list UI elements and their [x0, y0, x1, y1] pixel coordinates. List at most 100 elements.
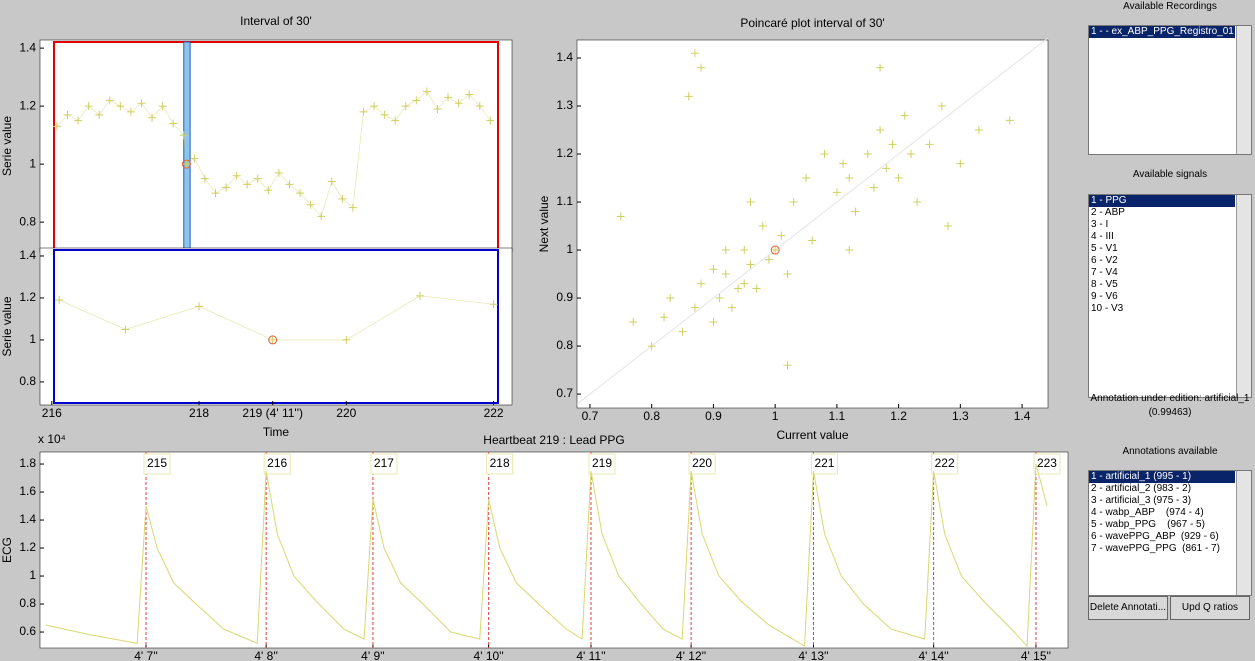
list-item[interactable]: 4 - wabp_ABP (974 - 4) — [1091, 507, 1204, 518]
beat-label-box — [143, 453, 171, 475]
plus-marker — [764, 255, 773, 264]
plus-marker — [148, 113, 157, 122]
plus-marker — [359, 107, 368, 116]
beat-label-box — [370, 453, 398, 475]
list-item[interactable]: 3 - I — [1091, 219, 1109, 230]
scrollbar[interactable] — [1236, 195, 1251, 397]
list-item[interactable]: 7 - V4 — [1091, 267, 1118, 278]
list-item[interactable]: 2 - ABP — [1091, 207, 1125, 218]
current-point — [770, 245, 780, 255]
button[interactable]: Upd Q ratios — [1170, 596, 1250, 620]
beat-label-box — [263, 453, 291, 475]
plus-marker — [338, 194, 347, 203]
series-line — [45, 463, 1048, 648]
x-tick-label: 4' 14'' — [919, 649, 949, 661]
plus-marker — [721, 246, 730, 255]
list-item[interactable]: 4 - III — [1091, 231, 1114, 242]
plus-marker — [956, 159, 965, 168]
recordings-list[interactable]: 1 - - ex_ABP_PPG_Registro_01 — [1088, 25, 1252, 155]
plus-marker — [876, 63, 885, 72]
frame — [53, 249, 499, 404]
list-item[interactable]: 2 - artificial_2 (983 - 2) — [1091, 483, 1192, 494]
y-tick-label: 0.9 — [556, 290, 573, 304]
plus-marker — [943, 222, 952, 231]
list-item[interactable]: 3 - artificial_3 (975 - 3) — [1091, 495, 1192, 506]
list-item[interactable]: 5 - V1 — [1091, 243, 1118, 254]
identity-line — [576, 37, 1049, 405]
plus-marker — [734, 284, 743, 293]
plus-marker — [84, 102, 93, 111]
annotations-list[interactable]: 1 - artificial_1 (995 - 1) 2 - artificial… — [1088, 470, 1252, 596]
plus-marker — [851, 207, 860, 216]
x-tick-label: 0.7 — [582, 409, 599, 423]
list-item[interactable]: 1 - PPG — [1089, 195, 1235, 207]
y-tick-label: 1.3 — [556, 98, 573, 112]
list-item[interactable]: 6 - wavePPG_ABP (929 - 6) — [1091, 531, 1219, 542]
y-tick-label: 1.4 — [556, 50, 573, 64]
plus-marker — [783, 361, 792, 370]
y-tick-label: 1.2 — [19, 290, 36, 304]
plus-marker — [746, 198, 755, 207]
y-tick-label: 0.8 — [19, 374, 36, 388]
x-tick-label: 1.1 — [829, 409, 846, 423]
plus-marker — [179, 131, 188, 140]
plus-marker — [105, 96, 114, 105]
y-tick-label: 1.4 — [19, 512, 36, 526]
plus-marker — [888, 140, 897, 149]
beat-label-box — [931, 453, 959, 475]
scrollbar[interactable] — [1236, 471, 1251, 595]
list-item[interactable]: 10 - V3 — [1091, 303, 1124, 314]
x-tick-label: 4' 8'' — [254, 649, 278, 661]
plus-marker — [232, 171, 241, 180]
plus-marker — [666, 294, 675, 303]
list-item[interactable]: 6 - V2 — [1091, 255, 1118, 266]
y-tick-label: 0.8 — [19, 596, 36, 610]
x-tick-label: 220 — [336, 406, 356, 420]
plus-marker — [832, 188, 841, 197]
plus-marker — [465, 90, 474, 99]
chart-title: Poincaré plot interval of 30' — [740, 16, 884, 30]
x-tick-label: 1 — [772, 409, 779, 423]
plus-marker — [777, 231, 786, 240]
x-tick-label: 4' 12'' — [676, 649, 706, 661]
list-item[interactable]: 1 - artificial_1 (995 - 1) — [1089, 471, 1235, 483]
plus-marker — [1005, 116, 1014, 125]
plus-marker — [63, 110, 72, 119]
list-item[interactable]: 7 - wavePPG_PPG (861 - 7) — [1091, 543, 1220, 554]
x-tick-label: 4' 7'' — [134, 649, 158, 661]
plus-marker — [845, 246, 854, 255]
beat-label-box — [688, 453, 716, 475]
plus-marker — [906, 150, 915, 159]
plus-marker — [727, 303, 736, 312]
plus-marker — [182, 160, 191, 169]
plus-marker — [489, 300, 498, 309]
plus-marker — [690, 49, 699, 58]
list-item[interactable]: 9 - V6 — [1091, 291, 1118, 302]
plus-marker — [863, 150, 872, 159]
scrollbar[interactable] — [1236, 26, 1251, 154]
plus-marker — [264, 186, 273, 195]
list-item[interactable]: 8 - V5 — [1091, 279, 1118, 290]
plus-marker — [616, 212, 625, 221]
button[interactable]: Delete Annotati... — [1088, 596, 1168, 620]
plus-marker — [126, 107, 135, 116]
x-axis-label: Current value — [776, 428, 848, 442]
plus-marker — [415, 291, 424, 300]
list-item[interactable]: 5 - wabp_PPG (967 - 5) — [1091, 519, 1205, 530]
list-item[interactable]: 1 - - ex_ABP_PPG_Registro_01 — [1089, 26, 1235, 38]
x-tick-label: 4' 10'' — [474, 649, 504, 661]
beat-label: 215 — [147, 456, 167, 470]
plus-marker — [974, 126, 983, 135]
x-tick-label: 222 — [484, 406, 504, 420]
plus-marker — [660, 313, 669, 322]
plus-marker — [211, 189, 220, 198]
plus-marker — [285, 180, 294, 189]
plus-marker — [758, 222, 767, 231]
y-tick-label: 1.4 — [19, 40, 36, 54]
panel-title: Available signals — [1132, 169, 1208, 180]
plus-marker — [746, 260, 755, 269]
x-tick-label: 4' 11'' — [576, 649, 605, 661]
beat-label: 217 — [374, 456, 394, 470]
plus-marker — [647, 342, 656, 351]
